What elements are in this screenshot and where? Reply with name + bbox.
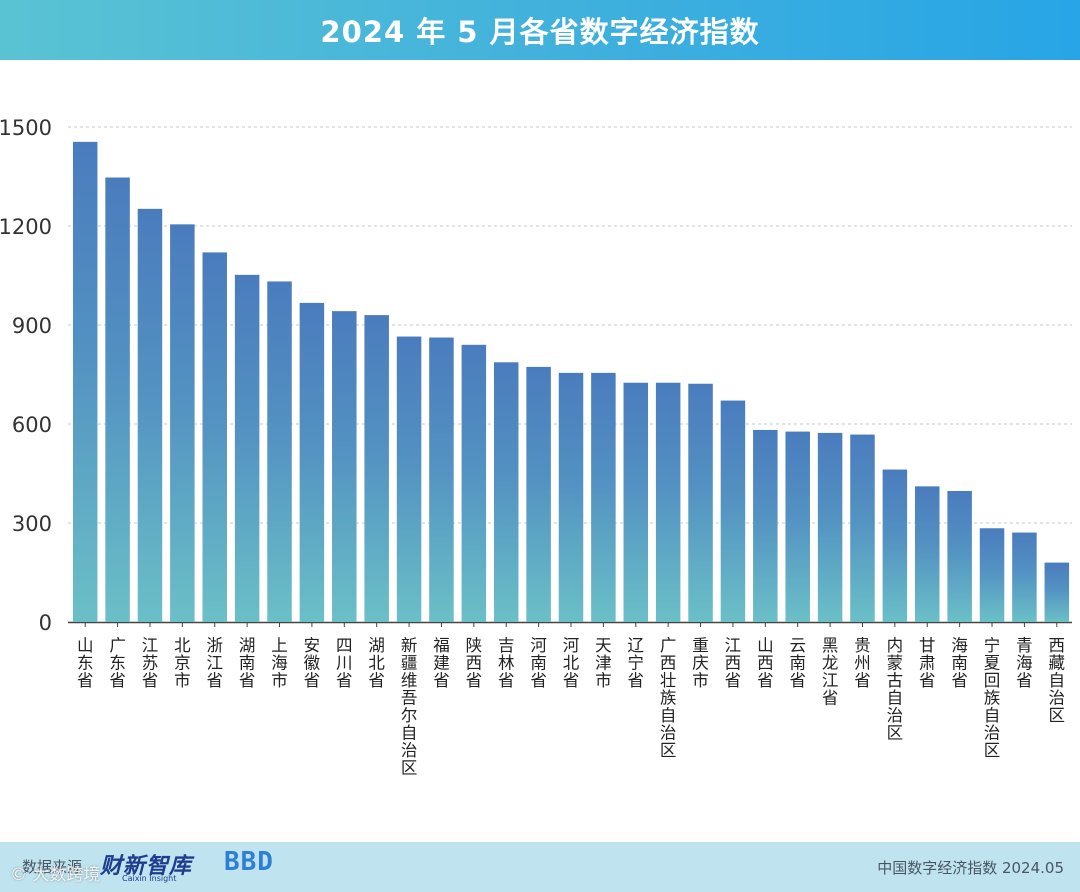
- x-category-label: 天津市: [595, 636, 612, 690]
- bar: [850, 434, 875, 622]
- bar: [817, 432, 843, 622]
- caixin-insight-logo-subtitle: Caixin Insight: [122, 874, 177, 883]
- bar: [1012, 532, 1037, 622]
- bar: [493, 362, 519, 622]
- x-category-label: 广东省: [109, 636, 126, 690]
- x-category-label: 新疆维吾尔自治区: [401, 636, 418, 778]
- bar: [1044, 562, 1070, 622]
- x-category-label: 河南省: [530, 636, 547, 690]
- y-tick-label: 300: [12, 512, 52, 536]
- x-category-label: 甘肃省: [919, 636, 936, 690]
- x-category-label: 浙江省: [206, 636, 223, 690]
- x-category-label: 辽宁省: [628, 636, 645, 690]
- x-category-label: 四川省: [336, 636, 353, 690]
- bar: [170, 224, 195, 622]
- bar: [299, 302, 325, 622]
- x-category-label: 安徽省: [304, 636, 321, 690]
- bar: [461, 344, 487, 622]
- y-tick-label: 1200: [0, 215, 52, 239]
- x-category-label: 上海市: [271, 636, 288, 690]
- y-tick-label: 0: [39, 611, 52, 635]
- bar: [655, 382, 681, 622]
- bar: [234, 274, 260, 622]
- bar: [623, 382, 649, 622]
- x-category-label: 江西省: [725, 636, 742, 690]
- bar: [720, 400, 746, 622]
- bar: [202, 252, 227, 622]
- bar: [915, 486, 940, 622]
- x-category-label: 青海省: [1016, 636, 1033, 690]
- x-category-label: 河北省: [563, 636, 580, 690]
- x-category-label: 云南省: [789, 636, 806, 690]
- x-category-label: 重庆市: [692, 636, 709, 690]
- bar: [364, 315, 389, 622]
- x-category-label: 内蒙古自治区: [887, 636, 904, 743]
- header: 2024 年 5 月各省数字经济指数: [0, 0, 1080, 60]
- bar: [396, 336, 422, 622]
- x-category-label: 湖南省: [239, 636, 256, 690]
- bar-chart: 0 300 600 900 1200 1500 山东省广东省江苏省北京市浙江省湖南省上海市…: [0, 116, 1072, 778]
- watermark: © 大数跨境: [10, 865, 101, 885]
- bar: [429, 337, 454, 622]
- x-category-label: 山东省: [77, 636, 94, 690]
- bar: [558, 372, 584, 622]
- bar: [753, 429, 778, 622]
- bar: [688, 383, 713, 622]
- y-tick-label: 1500: [0, 116, 52, 140]
- x-category-label: 黑龙江省: [822, 636, 839, 708]
- bar: [332, 311, 357, 622]
- y-tick-label: 600: [12, 413, 52, 437]
- bar: [591, 372, 616, 622]
- y-tick-label: 900: [12, 314, 52, 338]
- x-category-label: 宁夏回族自治区: [984, 636, 1001, 760]
- x-category-label: 湖北省: [368, 636, 385, 690]
- x-category-label: 北京市: [174, 636, 191, 690]
- x-category-label: 贵州省: [854, 636, 871, 690]
- bar: [105, 177, 130, 622]
- bar: [947, 490, 972, 622]
- x-category-label: 西藏自治区: [1049, 636, 1066, 725]
- bar: [979, 528, 1005, 622]
- bar: [267, 281, 292, 622]
- x-category-label: 福建省: [433, 636, 450, 690]
- bbd-logo: BBD: [224, 847, 274, 877]
- x-category-label: 陕西省: [466, 636, 483, 690]
- x-category-label: 山西省: [757, 636, 774, 690]
- x-category-label: 吉林省: [498, 636, 515, 690]
- bar: [72, 141, 98, 622]
- chart-title: 2024 年 5 月各省数字经济指数: [320, 15, 760, 49]
- data-source-label: 数据来源: [22, 858, 83, 876]
- bar: [526, 366, 551, 622]
- caixin-insight-logo: 财新智库: [100, 854, 193, 879]
- footer: 数据来源 财新智库 Caixin Insight BBD 中国数字经济指数 20…: [0, 842, 1080, 892]
- bar: [785, 431, 810, 622]
- x-category-label: 江苏省: [142, 636, 159, 690]
- x-category-label: 海南省: [951, 636, 968, 690]
- bar: [882, 469, 908, 622]
- index-caption: 中国数字经济指数 2024.05: [877, 859, 1064, 877]
- bar: [137, 208, 163, 622]
- x-category-label: 广西壮族自治区: [660, 636, 677, 760]
